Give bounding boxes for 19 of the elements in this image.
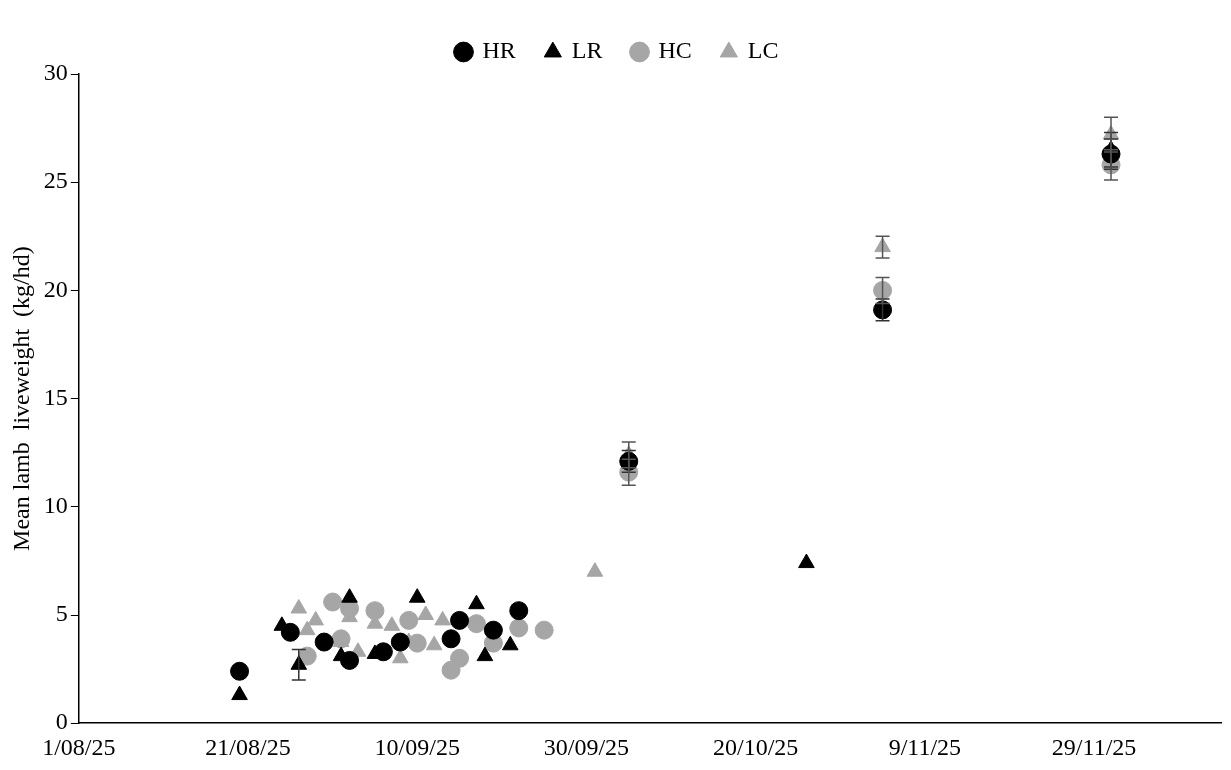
y-tick-label: 25 xyxy=(43,167,68,194)
y-tick-label: 0 xyxy=(55,708,68,735)
y-axis-title: Mean lamb liveweight (kg/hd) xyxy=(7,246,34,551)
x-tick-label: 10/09/25 xyxy=(374,733,460,760)
x-tick-label: 29/11/25 xyxy=(1051,733,1137,760)
y-tick-label: 30 xyxy=(43,59,68,86)
x-tick-label: 30/09/25 xyxy=(543,733,630,760)
y-tick-label: 5 xyxy=(55,600,68,627)
x-tick-label: 20/10/25 xyxy=(712,733,799,760)
y-tick-label: 10 xyxy=(43,492,68,519)
x-tick-label: 1/08/25 xyxy=(42,733,116,760)
x-tick-label: 21/08/25 xyxy=(205,733,291,760)
legend-label: HR xyxy=(482,37,516,64)
legend-label: LC xyxy=(747,37,779,64)
x-tick-label: 9/11/25 xyxy=(888,733,962,760)
legend-label: LR xyxy=(571,37,603,64)
y-tick-label: 15 xyxy=(43,383,68,410)
legend-label: HC xyxy=(658,37,692,64)
y-tick-label: 20 xyxy=(43,275,68,302)
